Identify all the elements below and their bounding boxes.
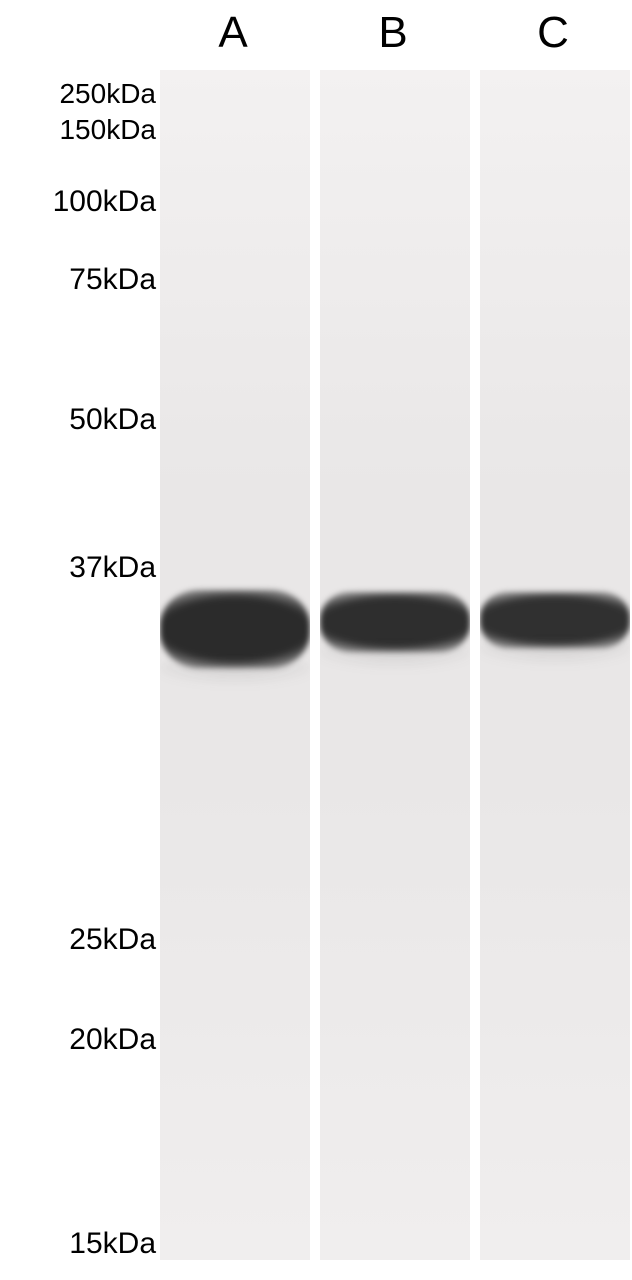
mw-marker-100: 100kDa xyxy=(53,187,156,217)
lane-inner xyxy=(160,70,310,1260)
band-a xyxy=(160,590,310,668)
lane-inner xyxy=(480,70,630,1260)
lane-label-b: B xyxy=(378,8,407,58)
marker-ladder: 250kDa 150kDa 100kDa 75kDa 50kDa 37kDa 25kDa 20… xyxy=(0,0,158,1280)
lane-label-row: A B C xyxy=(158,0,632,70)
mw-marker-50: 50kDa xyxy=(69,405,156,435)
band-c xyxy=(480,592,630,648)
lane-label-a: A xyxy=(218,8,247,58)
mw-marker-15: 15kDa xyxy=(69,1229,156,1259)
band-smudge xyxy=(480,642,630,674)
band-smudge xyxy=(320,646,470,678)
lanes-area: A B C xyxy=(158,0,632,1280)
mw-marker-250: 250kDa xyxy=(59,80,156,108)
band-smudge xyxy=(160,662,310,694)
mw-marker-25: 25kDa xyxy=(69,925,156,955)
lane-inner xyxy=(320,70,470,1260)
mw-marker-75: 75kDa xyxy=(69,265,156,295)
blot-figure: 250kDa 150kDa 100kDa 75kDa 50kDa 37kDa 25kDa 20… xyxy=(0,0,632,1280)
lane-b xyxy=(318,70,472,1260)
lane-label-c: C xyxy=(537,8,569,58)
mw-marker-20: 20kDa xyxy=(69,1025,156,1055)
band-b xyxy=(320,592,470,652)
lane-c xyxy=(478,70,632,1260)
mw-marker-37: 37kDa xyxy=(69,553,156,583)
lane-a xyxy=(158,70,312,1260)
mw-marker-150: 150kDa xyxy=(59,116,156,144)
